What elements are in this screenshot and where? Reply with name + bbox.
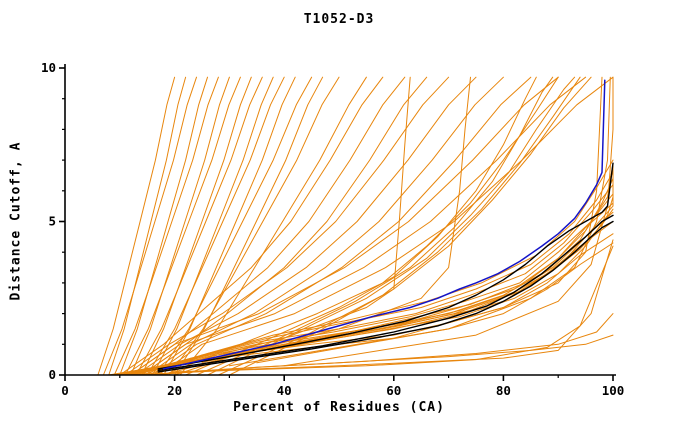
curve-orange bbox=[124, 76, 241, 376]
curve-orange bbox=[185, 76, 537, 376]
y-tick-label: 0 bbox=[48, 367, 56, 382]
y-tick-label: 5 bbox=[48, 214, 56, 229]
x-tick-label: 80 bbox=[496, 383, 511, 398]
curve-blue bbox=[162, 79, 606, 370]
x-tick-label: 60 bbox=[386, 383, 401, 398]
curve-orange bbox=[157, 76, 614, 376]
curve-orange bbox=[146, 171, 614, 376]
curve-orange bbox=[135, 76, 263, 376]
curve-black bbox=[157, 214, 614, 372]
x-tick-label: 0 bbox=[61, 383, 69, 398]
curve-orange bbox=[135, 193, 614, 376]
x-tick-label: 100 bbox=[602, 383, 625, 398]
curve-orange bbox=[152, 76, 532, 376]
curve-orange bbox=[119, 76, 384, 376]
curve-black bbox=[157, 220, 614, 373]
x-tick-label: 20 bbox=[167, 383, 182, 398]
curve-orange bbox=[152, 313, 614, 376]
curve-orange bbox=[163, 76, 559, 376]
curve-orange bbox=[283, 76, 614, 367]
curve-orange bbox=[108, 76, 187, 376]
curve-black bbox=[157, 162, 614, 370]
x-axis-label: Percent of Residues (CA) bbox=[233, 400, 445, 415]
y-tick-label: 10 bbox=[41, 60, 56, 75]
curve-orange bbox=[130, 76, 406, 376]
curve-orange bbox=[168, 76, 340, 376]
curve-orange bbox=[97, 76, 176, 376]
curve-orange bbox=[146, 76, 285, 376]
curve-orange bbox=[124, 76, 450, 376]
chart-title: T1052-D3 bbox=[303, 12, 375, 27]
curve-orange bbox=[119, 76, 208, 376]
curve-orange bbox=[174, 162, 614, 376]
curve-orange bbox=[152, 159, 614, 376]
curve-orange bbox=[196, 76, 554, 376]
curve-orange bbox=[130, 202, 614, 376]
curve-orange bbox=[157, 76, 313, 376]
curve-orange bbox=[130, 76, 559, 376]
curve-orange bbox=[152, 76, 274, 376]
curve-orange bbox=[174, 239, 614, 373]
curve-orange bbox=[163, 76, 296, 376]
curve-orange bbox=[174, 76, 411, 367]
curve-orange bbox=[130, 178, 614, 376]
curve-orange bbox=[174, 76, 324, 376]
curve-orange bbox=[141, 76, 428, 376]
curve-orange bbox=[207, 76, 576, 376]
curve-orange bbox=[179, 76, 367, 376]
curve-orange bbox=[141, 76, 252, 376]
curve-orange bbox=[141, 184, 614, 376]
curve-orange bbox=[130, 76, 230, 376]
curve-orange bbox=[228, 76, 592, 376]
x-tick-label: 40 bbox=[277, 383, 292, 398]
curve-orange bbox=[113, 76, 219, 376]
curve-orange bbox=[102, 76, 197, 376]
